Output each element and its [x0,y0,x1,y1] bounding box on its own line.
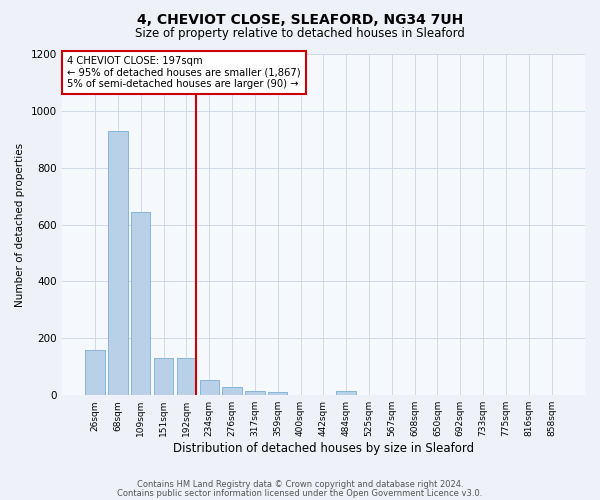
Bar [200,380,219,395]
Text: Size of property relative to detached houses in Sleaford: Size of property relative to detached ho… [135,28,465,40]
Text: 4 CHEVIOT CLOSE: 197sqm
← 95% of detached houses are smaller (1,867)
5% of semi-: 4 CHEVIOT CLOSE: 197sqm ← 95% of detache… [67,56,301,89]
Text: Contains HM Land Registry data © Crown copyright and database right 2024.: Contains HM Land Registry data © Crown c… [137,480,463,489]
Bar [85,350,105,395]
Bar [223,386,242,395]
Text: Contains public sector information licensed under the Open Government Licence v3: Contains public sector information licen… [118,489,482,498]
Bar [268,392,287,395]
Bar [245,391,265,395]
Bar [337,391,356,395]
Bar [108,131,128,395]
Bar [154,358,173,395]
Y-axis label: Number of detached properties: Number of detached properties [15,142,25,306]
Bar [177,358,196,395]
X-axis label: Distribution of detached houses by size in Sleaford: Distribution of detached houses by size … [173,442,474,455]
Text: 4, CHEVIOT CLOSE, SLEAFORD, NG34 7UH: 4, CHEVIOT CLOSE, SLEAFORD, NG34 7UH [137,12,463,26]
Bar [131,212,151,395]
